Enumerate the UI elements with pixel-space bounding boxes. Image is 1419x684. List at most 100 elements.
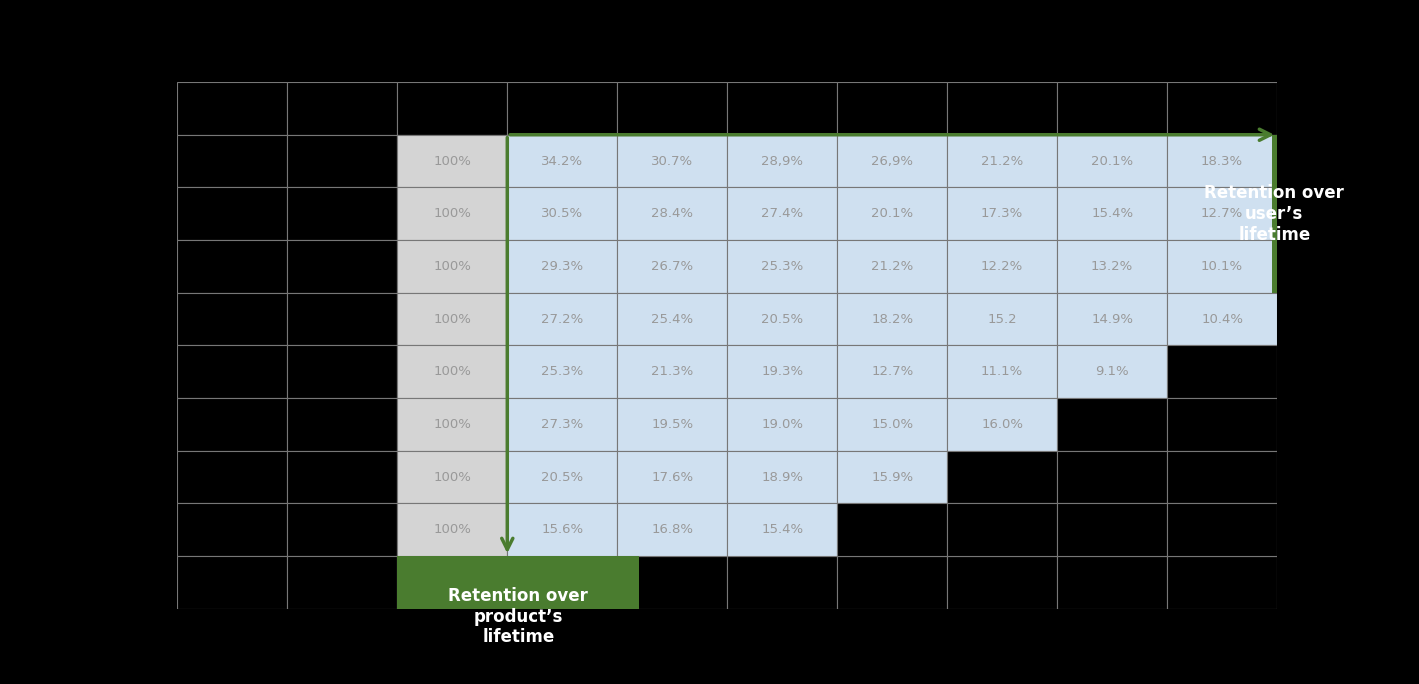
Bar — [948, 345, 1057, 398]
Bar — [837, 345, 948, 398]
Bar — [1168, 345, 1277, 398]
Bar — [1057, 135, 1168, 187]
Bar — [508, 451, 617, 503]
Text: 15.9%: 15.9% — [871, 471, 914, 484]
Bar — [728, 82, 837, 135]
Text: 21.3%: 21.3% — [651, 365, 694, 378]
Bar — [728, 451, 837, 503]
Text: 12.2%: 12.2% — [981, 260, 1023, 273]
Text: 19.0%: 19.0% — [761, 418, 803, 431]
Text: 19.5%: 19.5% — [651, 418, 694, 431]
Bar — [617, 135, 728, 187]
Bar — [837, 398, 948, 451]
Bar — [397, 293, 508, 345]
Bar — [177, 82, 287, 135]
Bar — [508, 82, 617, 135]
Bar — [177, 135, 287, 187]
Text: 13.2%: 13.2% — [1091, 260, 1134, 273]
Text: Retention over
product’s
lifetime: Retention over product’s lifetime — [448, 587, 589, 646]
Bar — [397, 135, 508, 187]
Bar — [508, 451, 617, 503]
Bar — [1168, 82, 1277, 135]
Bar — [617, 556, 728, 609]
Bar — [508, 240, 617, 293]
Text: 100%: 100% — [433, 260, 471, 273]
Bar — [397, 293, 508, 345]
Bar — [837, 503, 948, 556]
Bar — [397, 556, 640, 677]
Text: 100%: 100% — [433, 418, 471, 431]
Bar — [1168, 240, 1277, 293]
Text: 100%: 100% — [433, 365, 471, 378]
Bar — [728, 503, 837, 556]
Bar — [617, 503, 728, 556]
Bar — [1057, 503, 1168, 556]
Bar — [397, 345, 508, 398]
Bar — [1057, 293, 1168, 345]
Bar — [1168, 556, 1277, 609]
Bar — [948, 135, 1057, 187]
Bar — [837, 135, 948, 187]
Bar — [728, 187, 837, 240]
Bar — [837, 187, 948, 240]
Bar — [728, 187, 837, 240]
Bar — [728, 345, 837, 398]
Bar — [287, 240, 397, 293]
Text: 20.5%: 20.5% — [541, 471, 583, 484]
Bar — [287, 503, 397, 556]
Bar — [1057, 345, 1168, 398]
Text: 26,9%: 26,9% — [871, 155, 914, 168]
Text: 21.2%: 21.2% — [871, 260, 914, 273]
Bar — [728, 293, 837, 345]
Bar — [508, 345, 617, 398]
Text: 20.1%: 20.1% — [1091, 155, 1134, 168]
Bar — [837, 398, 948, 451]
Bar — [837, 187, 948, 240]
Bar — [617, 451, 728, 503]
Text: 19.3%: 19.3% — [761, 365, 803, 378]
Bar — [287, 82, 397, 135]
Bar — [1057, 293, 1168, 345]
Text: 17.3%: 17.3% — [981, 207, 1023, 220]
Bar — [1057, 398, 1168, 451]
Bar — [1168, 345, 1277, 398]
Bar — [837, 82, 948, 135]
Bar — [948, 82, 1057, 135]
Bar — [948, 293, 1057, 345]
Bar — [837, 345, 948, 398]
Bar — [397, 345, 508, 398]
Bar — [287, 187, 397, 240]
Bar — [177, 187, 287, 240]
Text: 34.2%: 34.2% — [541, 155, 583, 168]
Text: 15.6%: 15.6% — [541, 523, 583, 536]
Bar — [617, 345, 728, 398]
Text: 29.3%: 29.3% — [541, 260, 583, 273]
Bar — [948, 187, 1057, 240]
Text: 27.2%: 27.2% — [541, 313, 583, 326]
Bar — [1168, 293, 1277, 345]
Bar — [948, 398, 1057, 451]
Bar — [617, 293, 728, 345]
Bar — [1168, 503, 1277, 556]
Bar — [837, 293, 948, 345]
Text: 28,9%: 28,9% — [761, 155, 803, 168]
Text: 100%: 100% — [433, 313, 471, 326]
Bar — [397, 240, 508, 293]
Bar — [948, 240, 1057, 293]
Bar — [1057, 187, 1168, 240]
Text: 30.7%: 30.7% — [651, 155, 694, 168]
Bar — [617, 293, 728, 345]
Bar — [287, 345, 397, 398]
Bar — [1057, 451, 1168, 503]
Text: 100%: 100% — [433, 155, 471, 168]
Bar — [837, 451, 948, 503]
Bar — [1168, 503, 1277, 556]
Text: 25.3%: 25.3% — [761, 260, 803, 273]
Bar — [617, 345, 728, 398]
Bar — [728, 503, 837, 556]
Bar — [397, 556, 508, 609]
Bar — [837, 240, 948, 293]
Bar — [1057, 82, 1168, 135]
Bar — [177, 451, 287, 503]
Bar — [1168, 135, 1277, 187]
